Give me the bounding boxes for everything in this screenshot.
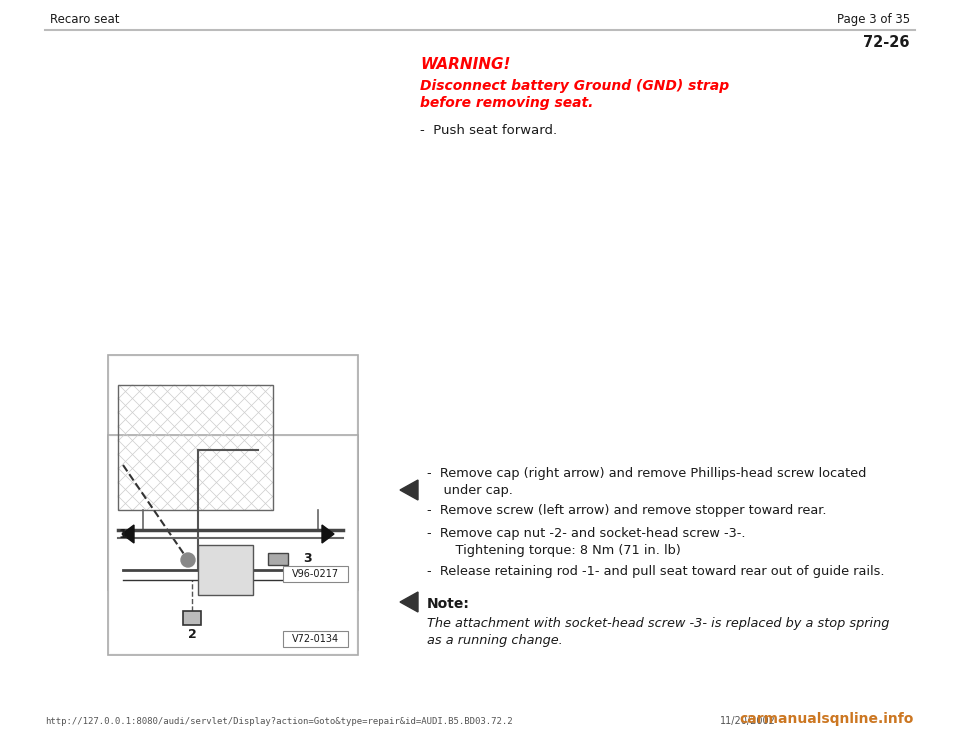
Text: Recaro seat: Recaro seat <box>50 13 119 26</box>
Text: 3: 3 <box>303 553 312 565</box>
Bar <box>110 437 356 653</box>
Bar <box>110 357 356 588</box>
Text: -  Remove cap nut -2- and socket-head screw -3-.: - Remove cap nut -2- and socket-head scr… <box>427 527 746 540</box>
Text: 11/20/2002: 11/20/2002 <box>720 716 776 726</box>
Polygon shape <box>322 525 334 543</box>
Text: -  Remove cap (right arrow) and remove Phillips-head screw located: - Remove cap (right arrow) and remove Ph… <box>427 467 866 480</box>
Text: -  Remove screw (left arrow) and remove stopper toward rear.: - Remove screw (left arrow) and remove s… <box>427 504 827 517</box>
Bar <box>108 435 358 655</box>
Text: carmanualsqnline.info: carmanualsqnline.info <box>739 712 914 726</box>
Bar <box>198 545 253 595</box>
Text: Note:: Note: <box>427 597 469 611</box>
Bar <box>283 566 348 582</box>
Text: http://127.0.0.1:8080/audi/servlet/Display?action=Goto&type=repair&id=AUDI.B5.BD: http://127.0.0.1:8080/audi/servlet/Displ… <box>45 717 513 726</box>
Polygon shape <box>400 480 418 500</box>
Bar <box>108 355 358 590</box>
Text: 1: 1 <box>119 528 128 542</box>
Text: Disconnect battery Ground (GND) strap: Disconnect battery Ground (GND) strap <box>420 79 730 93</box>
Text: as a running change.: as a running change. <box>427 634 563 647</box>
Text: WARNING!: WARNING! <box>420 57 511 72</box>
Text: 72-26: 72-26 <box>863 35 910 50</box>
Polygon shape <box>122 525 134 543</box>
Text: -  Release retaining rod -1- and pull seat toward rear out of guide rails.: - Release retaining rod -1- and pull sea… <box>427 565 884 578</box>
Bar <box>268 553 288 565</box>
Text: -  Push seat forward.: - Push seat forward. <box>420 124 557 137</box>
Text: V72-0134: V72-0134 <box>292 634 339 644</box>
Text: under cap.: under cap. <box>427 484 513 497</box>
Circle shape <box>181 553 195 567</box>
Bar <box>118 385 273 510</box>
Text: Page 3 of 35: Page 3 of 35 <box>837 13 910 26</box>
Text: before removing seat.: before removing seat. <box>420 96 593 110</box>
Bar <box>183 611 201 625</box>
Bar <box>283 631 348 647</box>
Text: V96-0217: V96-0217 <box>292 569 339 579</box>
Text: 2: 2 <box>187 628 197 642</box>
Polygon shape <box>400 592 418 612</box>
Text: Tightening torque: 8 Nm (71 in. lb): Tightening torque: 8 Nm (71 in. lb) <box>439 544 681 557</box>
Text: The attachment with socket-head screw -3- is replaced by a stop spring: The attachment with socket-head screw -3… <box>427 617 889 630</box>
